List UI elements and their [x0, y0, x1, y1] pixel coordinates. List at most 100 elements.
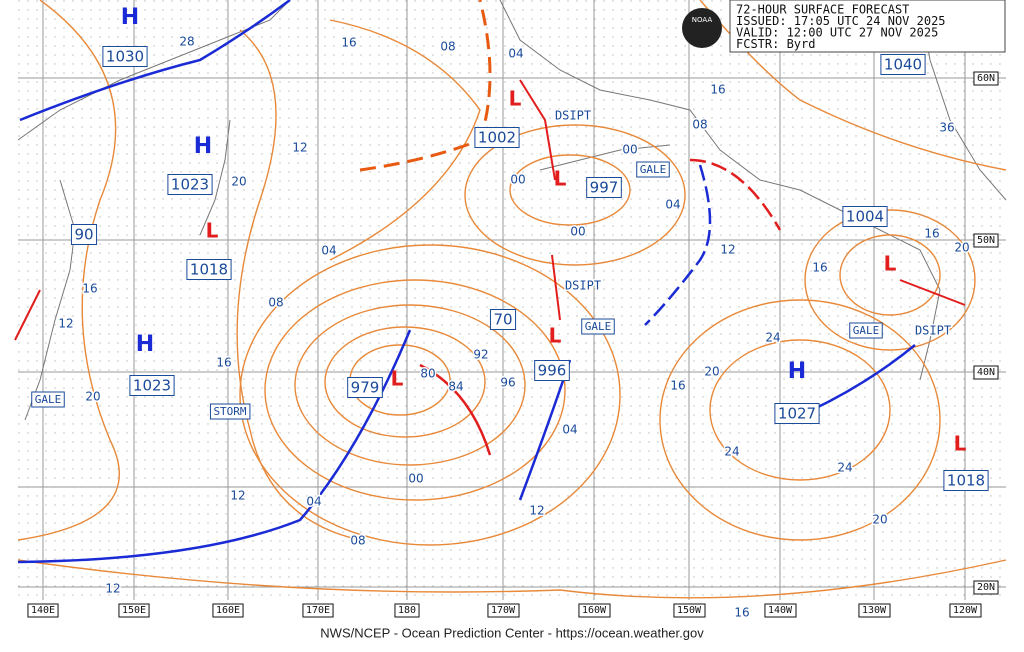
- low-pressure-text: 997: [590, 179, 619, 197]
- pressure: 70: [489, 309, 517, 330]
- lat-label: 50N: [973, 233, 999, 248]
- isobar-label: 16: [710, 83, 725, 97]
- isobar-label: 28: [179, 35, 194, 49]
- lat-label-text: 20N: [977, 582, 995, 593]
- pressure-box: [70, 224, 98, 245]
- low-pressure-box: [347, 377, 383, 398]
- warning-label-box: [31, 391, 65, 408]
- low-pressure-box: [474, 127, 520, 148]
- lon-label: 170E: [302, 603, 334, 618]
- logo-text: NOAA: [692, 16, 713, 24]
- lon-label: 140E: [27, 603, 59, 618]
- low-pressure: 1004: [842, 206, 888, 227]
- pressure-text: 1040: [884, 56, 922, 74]
- lon-label: 130W: [858, 603, 891, 618]
- lon-label-text: 150E: [122, 605, 146, 616]
- isobar-label: 04: [321, 244, 336, 258]
- dissipating-label: DSIPT: [555, 109, 591, 123]
- isobar-label: 04: [306, 495, 321, 509]
- isobar-label: 00: [408, 472, 423, 486]
- high-pressure-text: 1023: [171, 176, 209, 194]
- lon-label: 170W: [487, 603, 520, 618]
- high-letter: H: [121, 5, 139, 30]
- isobar-label: 04: [665, 198, 680, 212]
- lon-label-box: [27, 603, 59, 618]
- low-pressure-text: 996: [538, 362, 567, 380]
- pressure: 1040: [880, 54, 926, 75]
- lon-label: 150E: [118, 603, 150, 618]
- lon-label-text: 160W: [582, 605, 607, 616]
- lat-label: 40N: [973, 365, 999, 380]
- lon-label: 180: [394, 603, 420, 618]
- lon-label: 140W: [764, 603, 797, 618]
- isobar-label: 16: [734, 606, 749, 620]
- pressure-box: [880, 54, 926, 75]
- lat-label-box: [973, 365, 999, 380]
- high-pressure: 1030: [102, 46, 148, 67]
- lon-label-box: [764, 603, 797, 618]
- lon-label-box: [118, 603, 150, 618]
- low-pressure: 979: [347, 377, 383, 398]
- lat-label-box: [973, 233, 999, 248]
- low-pressure-box: [586, 177, 622, 198]
- isobar-label: 12: [529, 504, 544, 518]
- isobar-label: 16: [924, 227, 939, 241]
- low-pressure-box: [186, 259, 232, 280]
- warning-label: GALE: [636, 161, 670, 178]
- dissipating-label: DSIPT: [915, 324, 951, 338]
- low-pressure-box: [842, 206, 888, 227]
- isobar-label: 00: [570, 225, 585, 239]
- lat-label: 20N: [973, 580, 999, 595]
- map-background: [18, 0, 1006, 600]
- isobar-label: 20: [704, 365, 719, 379]
- lon-label-box: [302, 603, 334, 618]
- isobar-label: 80: [420, 367, 435, 381]
- warning-label-box: [581, 318, 615, 335]
- low-pressure-text: 1002: [478, 129, 516, 147]
- isobar-label: 36: [939, 121, 954, 135]
- lon-label-text: 180: [398, 605, 416, 616]
- isobar-label: 16: [341, 36, 356, 50]
- header-line: 72-HOUR SURFACE FORECAST: [736, 3, 909, 17]
- lon-label: 160W: [578, 603, 611, 618]
- lon-label-text: 120W: [953, 605, 978, 616]
- isobar-label: 12: [720, 243, 735, 257]
- low-pressure: 1018: [943, 470, 989, 491]
- isobar-label: 92: [473, 348, 488, 362]
- warning-label-text: STORM: [213, 405, 246, 418]
- high-pressure: 1027: [774, 403, 820, 424]
- low-letter: L: [549, 324, 562, 348]
- lat-label-text: 40N: [977, 367, 995, 378]
- lon-label: 160E: [212, 603, 244, 618]
- lon-label-text: 170E: [306, 605, 330, 616]
- high-pressure-text: 1030: [106, 48, 144, 66]
- isobar-label: 12: [105, 582, 120, 596]
- warning-label: GALE: [581, 318, 615, 335]
- warning-label-box: [849, 322, 883, 339]
- lon-label: 150W: [673, 603, 706, 618]
- warning-label-box: [636, 161, 670, 178]
- warning-label: GALE: [31, 391, 65, 408]
- lon-label-text: 140E: [31, 605, 55, 616]
- graticule: [18, 0, 1006, 600]
- isobar-label: 08: [440, 40, 455, 54]
- lat-label-box: [973, 580, 999, 595]
- lon-label-box: [394, 603, 420, 618]
- isobar-label: 24: [724, 445, 739, 459]
- isobar-label: 16: [812, 261, 827, 275]
- high-letter: H: [788, 359, 806, 384]
- lat-label-box: [973, 71, 999, 86]
- isobar-label: 12: [58, 317, 73, 331]
- lat-label-text: 60N: [977, 73, 995, 84]
- warning-label-box: [209, 403, 251, 420]
- header-line: ISSUED: 17:05 UTC 24 NOV 2025: [736, 14, 946, 28]
- footer: NWS/NCEP - Ocean Prediction Center - htt…: [320, 625, 704, 640]
- isobar-label: 16: [216, 356, 231, 370]
- warning-label: STORM: [209, 403, 251, 420]
- lon-label-text: 170W: [491, 605, 516, 616]
- isobar-label: 04: [562, 423, 577, 437]
- high-pressure-box: [167, 174, 213, 195]
- low-pressure-text: 1018: [190, 261, 228, 279]
- lat-label: 60N: [973, 71, 999, 86]
- low-pressure: 997: [586, 177, 622, 198]
